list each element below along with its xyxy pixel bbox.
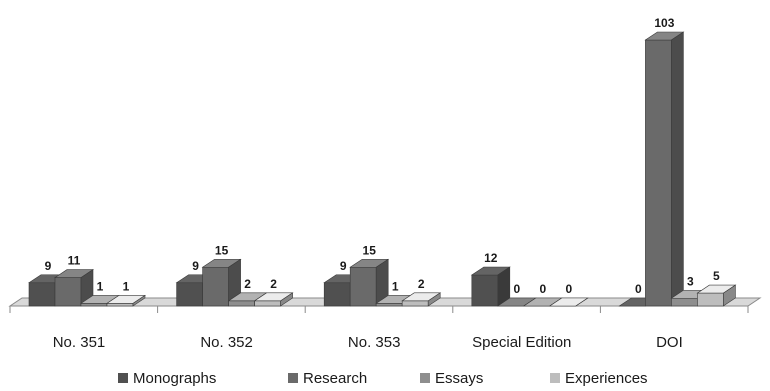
data-label: 2: [270, 277, 277, 291]
bar-research-no-352: [201, 258, 242, 307]
bar-research-no-353: [349, 258, 390, 307]
data-label: 0: [539, 282, 546, 296]
category-label: No. 352: [200, 334, 253, 351]
data-label: 0: [635, 282, 642, 296]
bar-research-no-351: [54, 269, 94, 307]
legend-swatch: [420, 373, 430, 383]
category-label: DOI: [656, 334, 683, 351]
chart-bars: [28, 31, 737, 307]
data-label: 9: [340, 259, 347, 273]
data-label: 1: [123, 279, 130, 293]
legend-item-experiences: Experiences: [550, 370, 648, 387]
bar-research-doi: [644, 31, 685, 307]
legend: Monographs Research Essays Experiences: [118, 370, 648, 387]
bar-monographs-special-edition: [470, 266, 511, 307]
bar-experiences-doi: [696, 284, 737, 307]
category-label: No. 351: [53, 334, 106, 351]
data-label: 0: [565, 282, 572, 296]
data-label: 15: [363, 243, 377, 257]
bar-experiences-special-edition: [548, 297, 589, 307]
data-label: 0: [513, 282, 520, 296]
bar-experiences-no-352: [253, 292, 294, 307]
bar-experiences-no-353: [401, 292, 442, 307]
data-label: 12: [484, 251, 498, 265]
data-label: 1: [392, 279, 399, 293]
legend-item-research: Research: [288, 370, 367, 387]
data-label: 2: [244, 277, 251, 291]
legend-swatch: [550, 373, 560, 383]
data-label: 2: [418, 277, 425, 291]
data-label: 9: [45, 259, 52, 273]
legend-item-essays: Essays: [420, 370, 483, 387]
legend-swatch: [288, 373, 298, 383]
category-label: No. 353: [348, 334, 401, 351]
data-label: 103: [654, 16, 674, 30]
data-label: 5: [713, 269, 720, 283]
category-axis: No. 351 No. 352 No. 353 Special Edition DOI: [53, 334, 683, 351]
data-label: 1: [97, 279, 104, 293]
legend-item-monographs: Monographs: [118, 370, 216, 387]
legend-swatch: [118, 373, 128, 383]
data-label: 15: [215, 243, 229, 257]
data-label: 11: [68, 254, 81, 268]
data-label: 9: [192, 259, 199, 273]
bar-experiences-no-351: [106, 294, 146, 307]
legend-label: Essays: [435, 370, 483, 387]
legend-label: Experiences: [565, 370, 648, 387]
legend-label: Monographs: [133, 370, 216, 387]
category-label: Special Edition: [472, 334, 571, 351]
legend-label: Research: [303, 370, 367, 387]
data-label: 3: [687, 274, 694, 288]
